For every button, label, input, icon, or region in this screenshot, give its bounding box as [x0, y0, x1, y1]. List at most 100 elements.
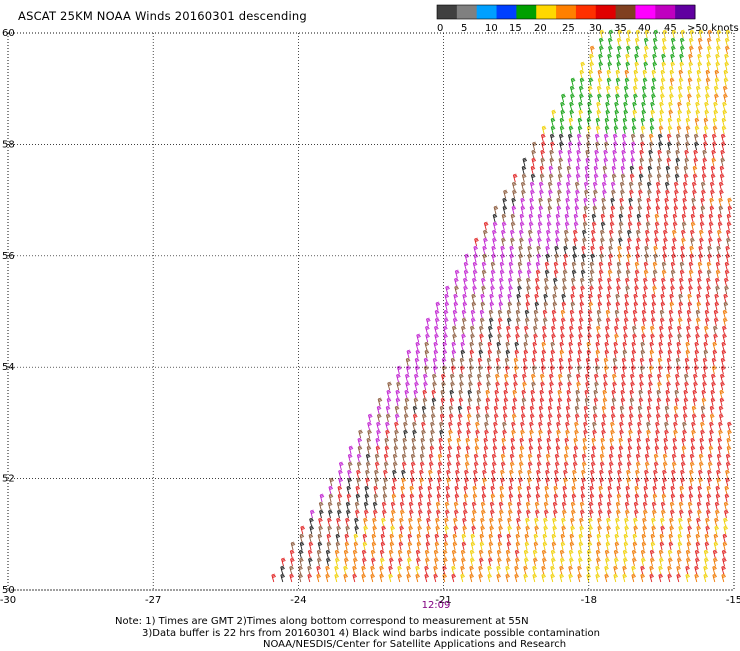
- wind-barb: [434, 309, 440, 319]
- wind-barb: [630, 133, 636, 143]
- wind-barb: [548, 173, 554, 183]
- wind-barb: [585, 357, 591, 367]
- wind-barb: [635, 477, 640, 487]
- wind-barb: [547, 181, 553, 191]
- wind-barb: [670, 53, 675, 63]
- wind-barb: [361, 573, 366, 583]
- wind-barb: [662, 245, 667, 255]
- wind-barb: [467, 389, 473, 399]
- wind-barb: [336, 501, 342, 511]
- wind-barb: [704, 85, 710, 95]
- wind-barb: [526, 269, 532, 279]
- wind-barb: [376, 405, 382, 415]
- wind-barb: [630, 149, 635, 159]
- wind-barb: [627, 213, 633, 223]
- wind-barb: [511, 429, 516, 439]
- wind-barb: [524, 557, 529, 567]
- wind-barb: [577, 117, 583, 127]
- wind-barb: [391, 493, 397, 503]
- wind-barb: [550, 341, 556, 351]
- wind-barb: [536, 477, 541, 487]
- wind-barb: [604, 573, 609, 583]
- wind-barb: [534, 525, 539, 535]
- wind-barb: [490, 493, 496, 503]
- wind-barb: [520, 205, 526, 215]
- wind-barb: [531, 157, 537, 167]
- wind-barb: [684, 149, 689, 159]
- wind-barb: [514, 349, 520, 359]
- wind-barb: [625, 493, 631, 503]
- wind-barb: [593, 173, 599, 183]
- wind-barb: [637, 429, 642, 439]
- wind-barb: [529, 205, 535, 215]
- wind-barb: [581, 253, 587, 263]
- y-tick-label: 56: [2, 251, 15, 262]
- wind-barb: [623, 109, 629, 119]
- wind-barb: [484, 421, 489, 431]
- wind-barb: [722, 109, 728, 119]
- wind-barb: [307, 549, 313, 559]
- wind-barb: [335, 557, 340, 567]
- wind-barb: [585, 133, 591, 143]
- wind-barb: [437, 469, 442, 479]
- wind-barb: [715, 53, 720, 63]
- wind-barb: [316, 549, 322, 559]
- wind-barb: [720, 149, 725, 159]
- wind-barb: [606, 517, 611, 527]
- wind-barb: [718, 421, 723, 431]
- wind-barb: [715, 61, 721, 71]
- wind-barb: [328, 509, 333, 519]
- wind-barb: [392, 477, 397, 487]
- wind-barb: [547, 405, 553, 415]
- wind-barb: [628, 405, 634, 415]
- wind-barb: [551, 541, 557, 551]
- wind-barb: [695, 557, 700, 567]
- wind-barb: [307, 565, 312, 575]
- wind-barb: [460, 573, 465, 583]
- wind-barb: [664, 197, 669, 207]
- note-line-2: 3)Data buffer is 22 hrs from 20160301 4)…: [142, 628, 600, 639]
- wind-barb: [562, 509, 567, 519]
- wind-barb: [398, 533, 404, 543]
- wind-barb: [614, 317, 620, 327]
- wind-barb: [716, 29, 722, 39]
- wind-barb: [591, 445, 597, 455]
- wind-barb: [376, 413, 382, 423]
- wind-barb: [559, 341, 565, 351]
- wind-barb: [677, 101, 682, 111]
- wind-barb: [382, 509, 387, 519]
- wind-barb: [661, 493, 667, 503]
- wind-barb: [480, 501, 486, 511]
- wind-barb: [702, 381, 707, 391]
- wind-barb: [694, 565, 699, 575]
- wind-barb: [583, 197, 588, 207]
- wind-barb: [484, 405, 490, 415]
- wind-barb: [442, 549, 448, 559]
- wind-barb: [712, 549, 718, 559]
- wind-barb: [614, 325, 619, 335]
- wind-barb: [591, 213, 597, 223]
- wind-barb: [408, 501, 414, 511]
- wind-barb: [676, 341, 682, 351]
- wind-barb: [623, 541, 629, 551]
- wind-barb: [569, 557, 574, 567]
- wind-barb: [723, 517, 728, 527]
- wind-barb: [556, 205, 562, 215]
- wind-barb: [449, 389, 455, 399]
- wind-barb: [425, 541, 431, 551]
- wind-barb: [628, 421, 633, 431]
- wind-barb: [489, 501, 495, 511]
- wind-barb: [723, 93, 728, 103]
- wind-barb: [701, 389, 707, 399]
- wind-barb: [397, 565, 402, 575]
- wind-barb: [353, 557, 358, 567]
- wind-barb: [476, 397, 482, 407]
- wind-barb: [464, 461, 470, 471]
- wind-barb: [352, 573, 357, 583]
- wind-barb: [660, 525, 665, 535]
- wind-barb: [593, 165, 599, 175]
- wind-barb: [649, 141, 654, 151]
- wind-barb: [479, 533, 485, 543]
- wind-barb: [426, 517, 431, 527]
- wind-barb: [509, 469, 514, 479]
